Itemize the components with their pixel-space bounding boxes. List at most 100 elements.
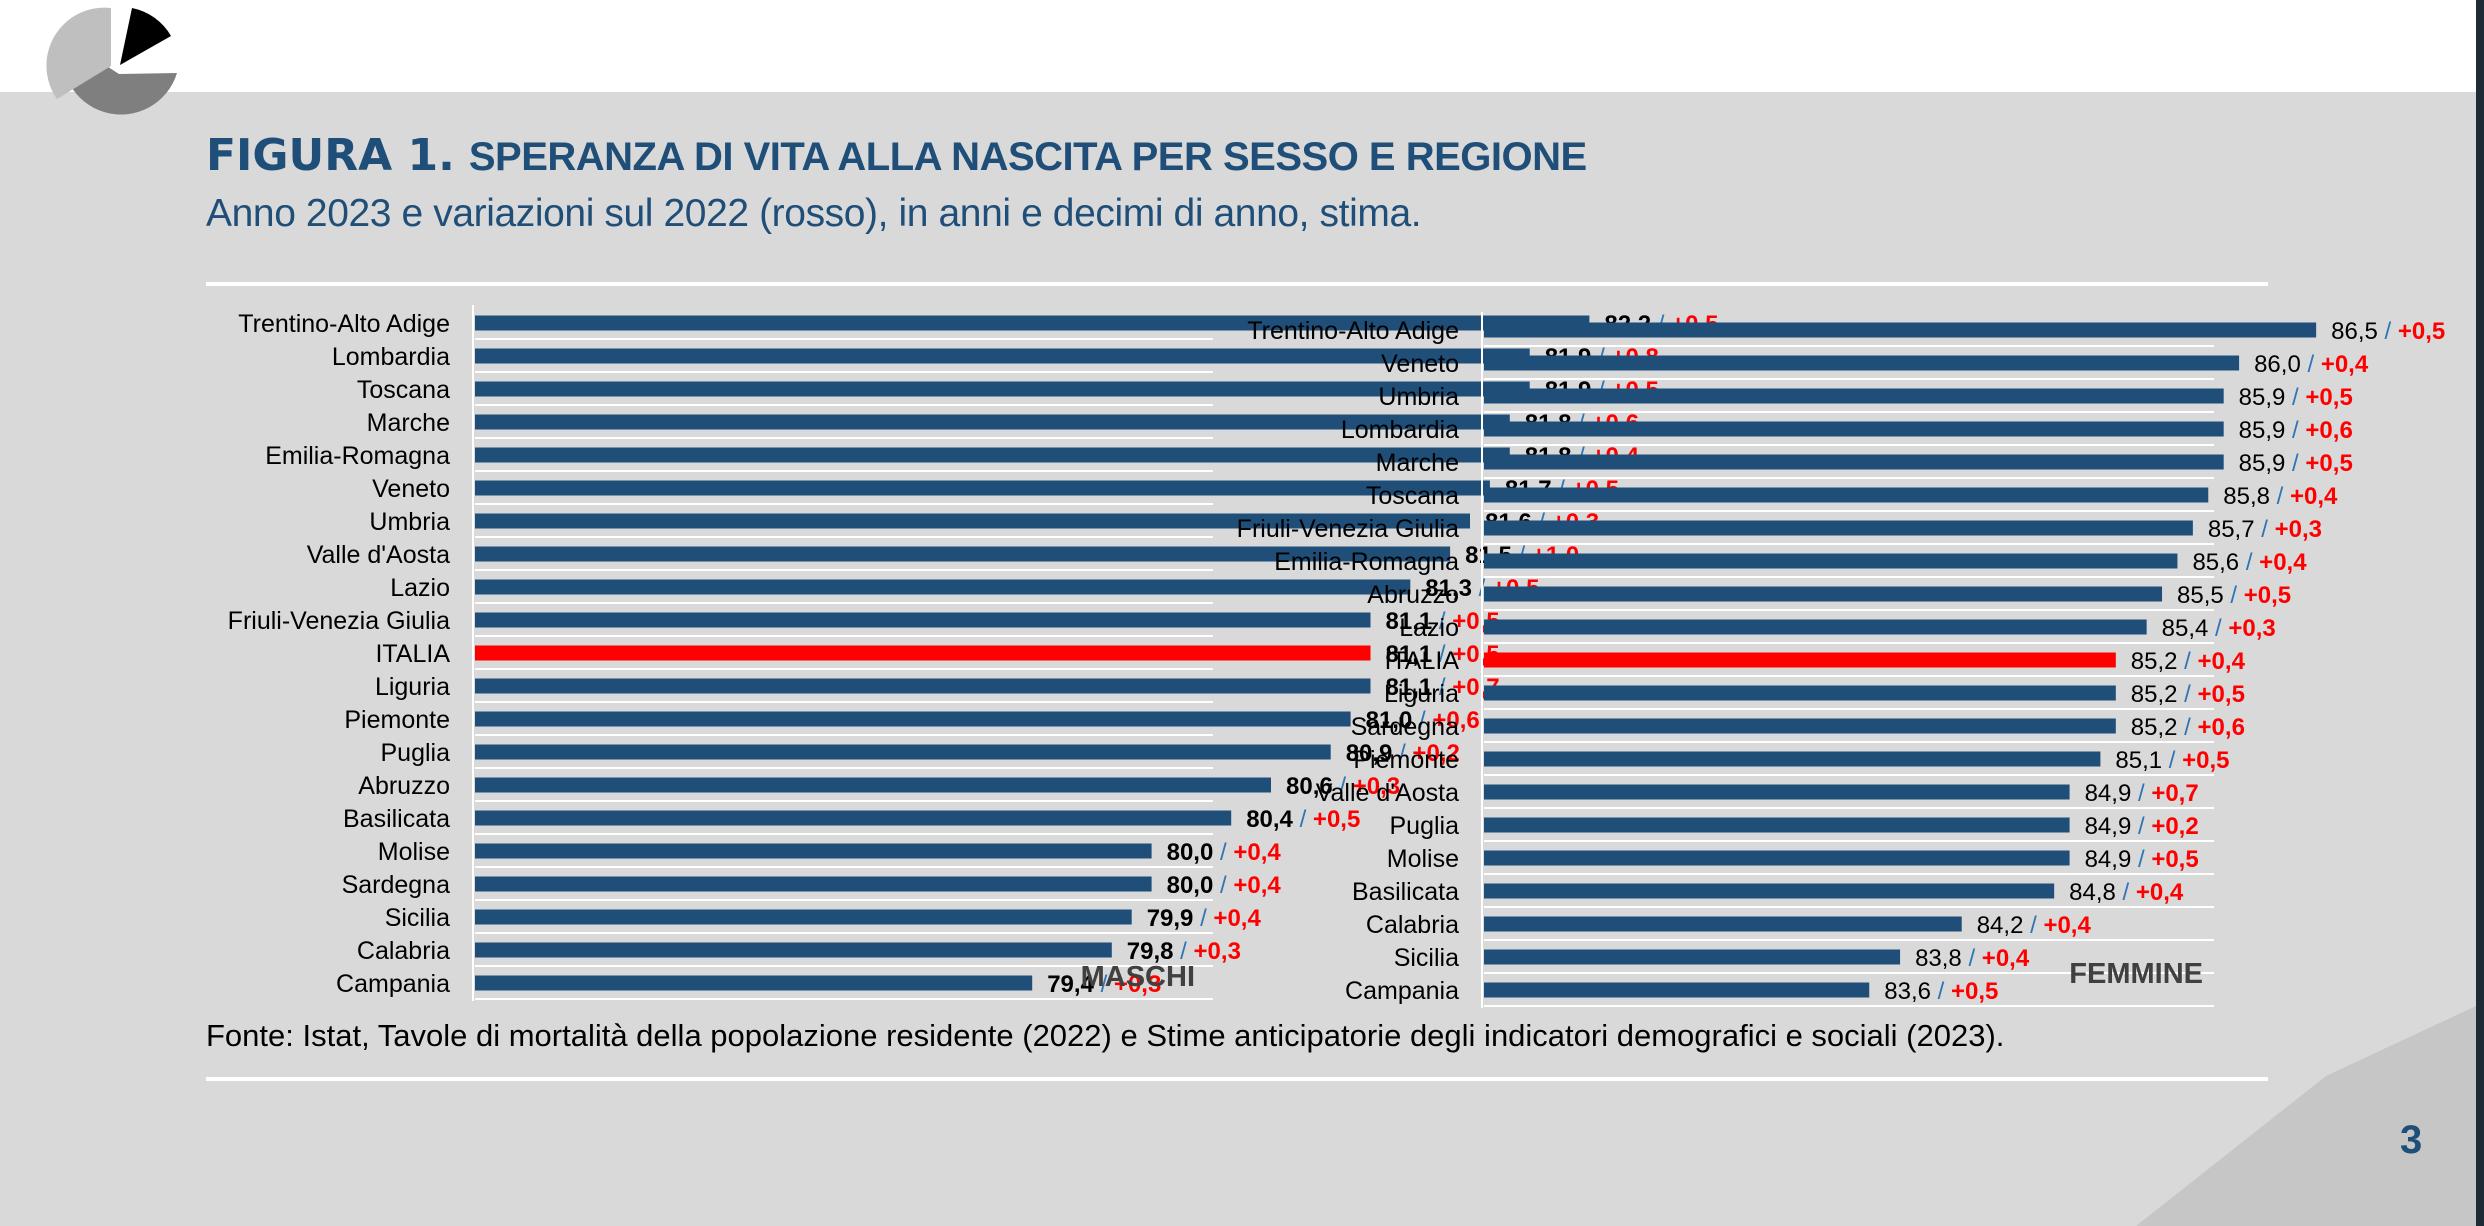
maschi-value-label: 81,1 / +0,5 bbox=[1386, 608, 1500, 635]
maschi-bar bbox=[475, 480, 1490, 496]
femmine-separator: / bbox=[2116, 879, 2136, 906]
femmine-value-text: 85,2 bbox=[2131, 681, 2178, 708]
page-number: 3 bbox=[2400, 1118, 2423, 1162]
maschi-change-label: +0,4 bbox=[1233, 872, 1281, 899]
femmine-category-label: Abruzzo bbox=[1367, 581, 1459, 609]
femmine-category-label: Marche bbox=[1376, 449, 1459, 477]
maschi-category-label: Toscana bbox=[357, 376, 450, 404]
femmine-bar bbox=[1484, 817, 2070, 833]
maschi-value-label: 81,0 / +0,6 bbox=[1366, 707, 1480, 734]
femmine-change-label: +0,4 bbox=[2290, 483, 2338, 510]
femmine-separator: / bbox=[2224, 582, 2244, 609]
maschi-category-label: Lazio bbox=[390, 574, 450, 602]
femmine-value-label: 85,8 / +0,4 bbox=[2223, 483, 2338, 510]
femmine-change-label: +0,5 bbox=[2398, 318, 2445, 345]
femmine-change-label: +0,5 bbox=[2305, 450, 2352, 477]
maschi-category-label: Lombardia bbox=[332, 343, 450, 371]
figure-subtitle: Anno 2023 e variazioni sul 2022 (rosso),… bbox=[206, 192, 1422, 235]
maschi-bar bbox=[475, 678, 1371, 694]
maschi-bar bbox=[475, 711, 1351, 727]
maschi-value-text: 81,0 bbox=[1366, 707, 1413, 734]
maschi-separator: / bbox=[1213, 839, 1233, 866]
femmine-value-label: 84,8 / +0,4 bbox=[2069, 879, 2184, 906]
femmine-value-text: 85,1 bbox=[2115, 747, 2162, 774]
femmine-value-text: 86,0 bbox=[2254, 351, 2301, 378]
figure-title: FIGURA 1. SPERANZA DI VITA ALLA NASCITA P… bbox=[206, 130, 1587, 181]
femmine-change-label: +0,7 bbox=[2151, 780, 2198, 807]
femmine-value-label: 85,2 / +0,6 bbox=[2131, 714, 2245, 741]
maschi-change-label: +0,3 bbox=[1194, 938, 1241, 965]
maschi-change-label: +0,2 bbox=[1412, 740, 1459, 767]
femmine-bar bbox=[1484, 883, 2055, 899]
maschi-bar bbox=[475, 942, 1112, 958]
maschi-panel-label: MASCHI bbox=[1081, 961, 1195, 993]
femmine-category-label: Calabria bbox=[1366, 911, 1459, 939]
maschi-category-label: ITALIA bbox=[375, 640, 450, 668]
maschi-separator: / bbox=[1412, 707, 1432, 734]
maschi-bar bbox=[475, 513, 1470, 529]
femmine-separator: / bbox=[2285, 450, 2305, 477]
maschi-separator: / bbox=[1293, 806, 1313, 833]
femmine-change-label: +0,3 bbox=[2275, 516, 2322, 543]
femmine-bar bbox=[1484, 355, 2240, 371]
femmine-value-label: 83,8 / +0,4 bbox=[1915, 945, 2030, 972]
pie-logo-icon bbox=[46, 7, 177, 115]
femmine-bar bbox=[1484, 322, 2317, 338]
femmine-bar bbox=[1484, 619, 2147, 635]
maschi-change-label: +0,4 bbox=[1233, 839, 1281, 866]
femmine-bar bbox=[1484, 388, 2224, 404]
chart-femmine: Trentino-Alto Adige 86,5 / +0,5 Veneto 86,0… bbox=[1237, 312, 2445, 1008]
femmine-value-label: 85,2 / +0,5 bbox=[2131, 681, 2245, 708]
femmine-value-text: 85,9 bbox=[2239, 450, 2286, 477]
maschi-value-label: 79,8 / +0,3 bbox=[1127, 938, 1241, 965]
maschi-category-label: Marche bbox=[367, 409, 450, 437]
maschi-category-label: Puglia bbox=[381, 739, 451, 767]
maschi-category-label: Piemonte bbox=[344, 706, 450, 734]
femmine-change-label: +0,6 bbox=[2305, 417, 2352, 444]
femmine-change-label: +0,4 bbox=[2321, 351, 2369, 378]
femmine-category-label: Emilia-Romagna bbox=[1274, 548, 1459, 576]
femmine-value-text: 85,5 bbox=[2177, 582, 2224, 609]
maschi-separator: / bbox=[1432, 641, 1452, 668]
femmine-separator: / bbox=[2301, 351, 2321, 378]
femmine-panel-label: FEMMINE bbox=[2069, 958, 2203, 990]
maschi-category-label: Campania bbox=[336, 970, 450, 998]
maschi-category-label: Emilia-Romagna bbox=[265, 442, 450, 470]
maschi-value-text: 80,9 bbox=[1346, 740, 1393, 767]
maschi-bar bbox=[475, 381, 1530, 397]
maschi-value-text: 79,4 bbox=[1047, 971, 1094, 998]
femmine-bar bbox=[1484, 685, 2116, 701]
femmine-separator: / bbox=[2255, 516, 2275, 543]
femmine-category-label: ITALIA bbox=[1384, 647, 1459, 675]
femmine-category-label: Friuli-Venezia Giulia bbox=[1237, 515, 1459, 543]
maschi-separator: / bbox=[1193, 905, 1213, 932]
maschi-bar bbox=[475, 810, 1232, 826]
femmine-value-label: 83,6 / +0,5 bbox=[1884, 978, 1998, 1005]
femmine-separator: / bbox=[2178, 681, 2198, 708]
femmine-value-label: 84,9 / +0,5 bbox=[2085, 846, 2199, 873]
maschi-change-label: +0,3 bbox=[1353, 773, 1400, 800]
maschi-value-label: 80,6 / +0,3 bbox=[1286, 773, 1400, 800]
femmine-value-text: 84,9 bbox=[2085, 780, 2132, 807]
femmine-value-text: 83,8 bbox=[1915, 945, 1962, 972]
femmine-category-label: Puglia bbox=[1390, 812, 1460, 840]
femmine-bar bbox=[1484, 784, 2070, 800]
femmine-separator: / bbox=[2131, 780, 2151, 807]
femmine-change-label: +0,5 bbox=[1951, 978, 1998, 1005]
maschi-category-label: Sicilia bbox=[385, 904, 450, 932]
maschi-bar bbox=[475, 414, 1510, 430]
maschi-change-label: +0,5 bbox=[1313, 806, 1360, 833]
femmine-value-text: 86,5 bbox=[2331, 318, 2378, 345]
femmine-change-label: +0,5 bbox=[2182, 747, 2229, 774]
maschi-value-text: 80,4 bbox=[1246, 806, 1293, 833]
femmine-value-label: 85,9 / +0,6 bbox=[2239, 417, 2353, 444]
femmine-category-label: Piemonte bbox=[1353, 746, 1459, 774]
maschi-bar bbox=[475, 447, 1510, 463]
femmine-value-label: 84,2 / +0,4 bbox=[1977, 912, 2092, 939]
maschi-value-text: 81,1 bbox=[1386, 674, 1433, 701]
femmine-separator: / bbox=[1931, 978, 1951, 1005]
femmine-change-label: +0,4 bbox=[2198, 648, 2246, 675]
femmine-bar bbox=[1484, 421, 2224, 437]
maschi-category-label: Trentino-Alto Adige bbox=[238, 310, 450, 338]
maschi-category-label: Umbria bbox=[369, 508, 450, 536]
